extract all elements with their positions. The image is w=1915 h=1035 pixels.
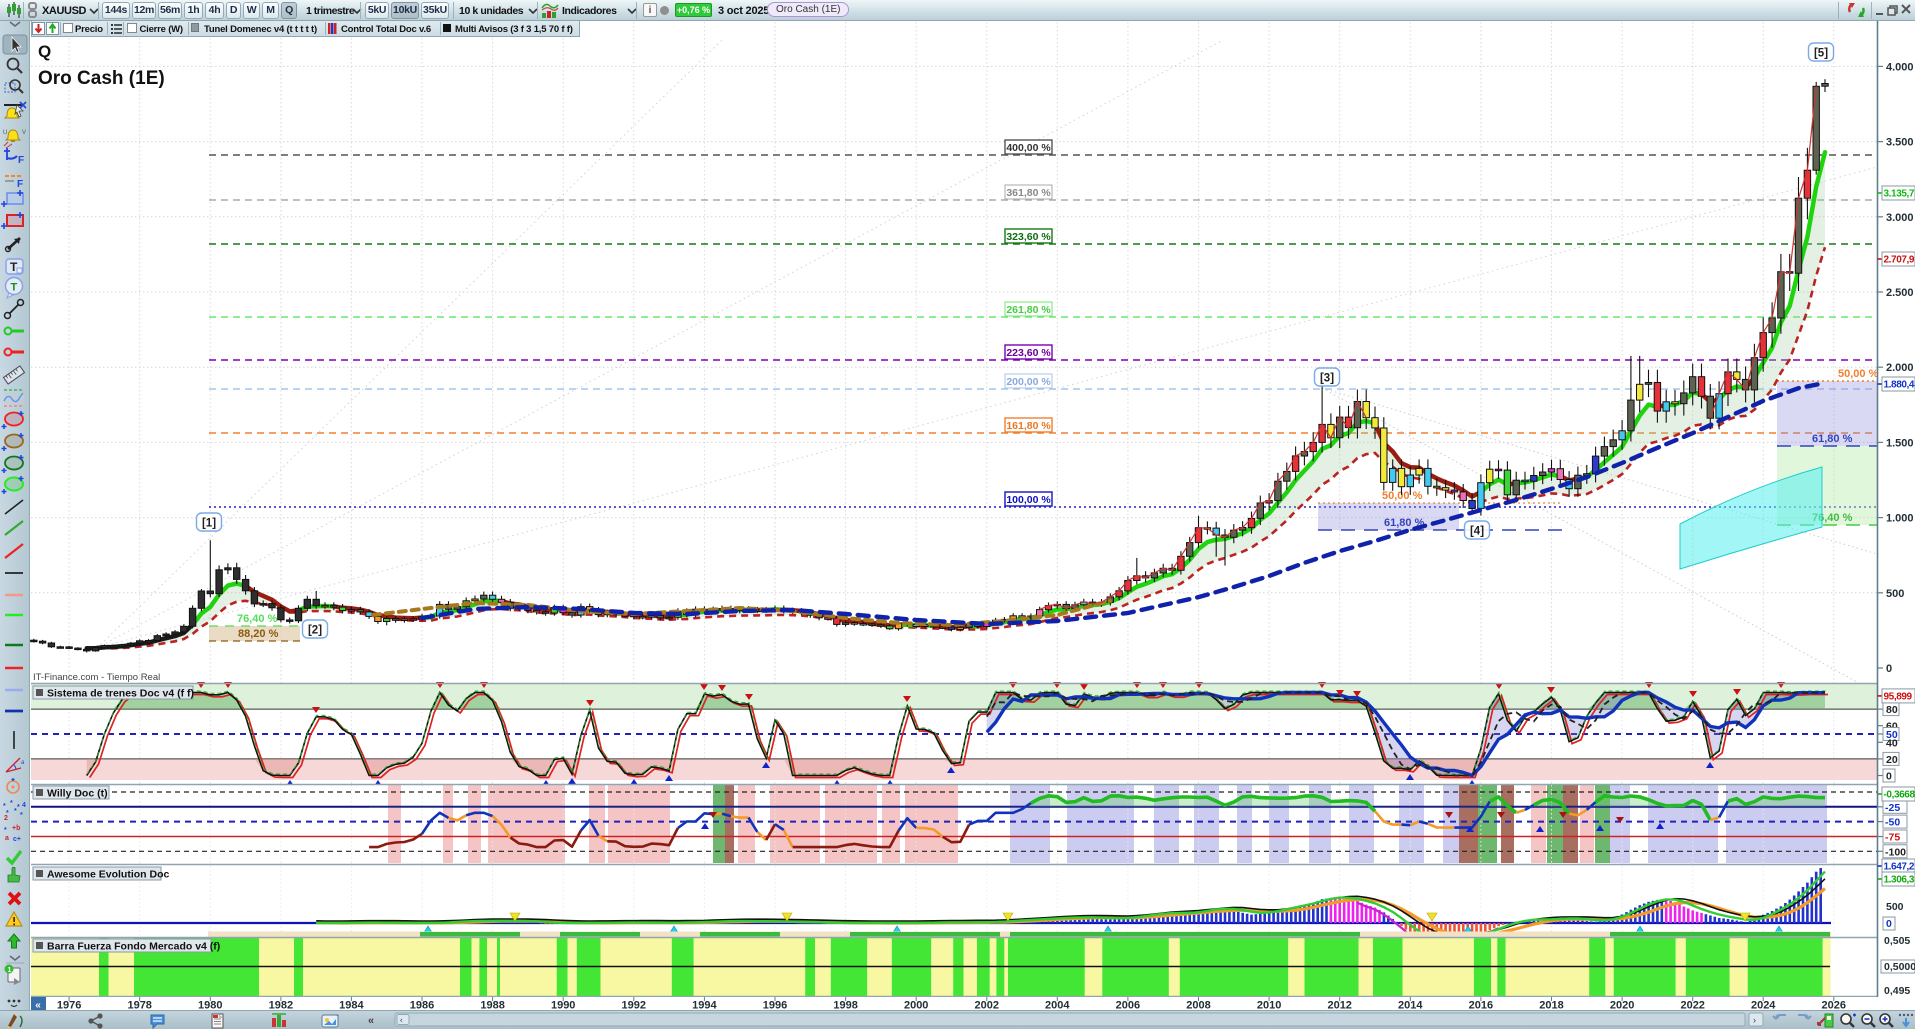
svg-text:T: T [11,282,18,294]
svg-text:0: 0 [1886,663,1892,675]
svg-text:*: * [3,803,6,810]
svg-text:261,80 %: 261,80 % [1006,304,1051,316]
svg-text:*: * [14,808,17,815]
svg-text:0: 0 [1886,918,1892,930]
svg-text:-25: -25 [1885,802,1900,814]
svg-text:V: V [22,130,26,136]
svg-text:2.707,9: 2.707,9 [1884,255,1915,266]
svg-text:[4]: [4] [1470,526,1484,538]
svg-text:161,80 %: 161,80 % [1006,420,1051,432]
svg-text:a: a [5,835,9,842]
svg-text:80: 80 [1886,704,1898,716]
svg-text:2.500: 2.500 [1886,287,1914,299]
svg-text:-50: -50 [1885,817,1900,829]
svg-text:0,5000: 0,5000 [1884,961,1915,973]
svg-text:1.647,2: 1.647,2 [1884,862,1915,873]
svg-text:1: 1 [8,967,12,974]
svg-text:61,80 %: 61,80 % [1812,433,1853,445]
svg-text:1.500: 1.500 [1886,437,1914,449]
svg-text:400,00 %: 400,00 % [1006,142,1051,154]
svg-text:88,20 %: 88,20 % [238,628,279,640]
svg-text:F: F [17,179,23,190]
svg-text:40: 40 [1886,737,1898,749]
svg-text:›: › [1753,1015,1756,1025]
svg-text:+b: +b [12,825,20,832]
svg-text:0: 0 [1886,771,1892,783]
svg-text:Awesome Evolution Doc: Awesome Evolution Doc [47,869,169,881]
svg-text:*: * [10,800,13,807]
svg-text:76,40 %: 76,40 % [237,613,278,625]
svg-text:[5]: [5] [1814,48,1828,60]
svg-text:*: * [17,804,20,811]
svg-text:1.880,4: 1.880,4 [1884,380,1915,391]
svg-text:4.000: 4.000 [1886,61,1914,73]
svg-text:*: * [4,827,7,834]
svg-text:0,505: 0,505 [1884,935,1910,947]
svg-text:1.000: 1.000 [1886,513,1914,525]
svg-text:*: * [20,812,23,819]
svg-text:U: U [3,130,7,136]
svg-text:2.000: 2.000 [1886,362,1914,374]
svg-text:50,00 %: 50,00 % [1382,490,1423,502]
svg-text:4: 4 [22,802,26,809]
svg-text:0,495: 0,495 [1884,985,1910,997]
svg-text:-75: -75 [1885,832,1900,844]
svg-text:361,80 %: 361,80 % [1006,187,1051,199]
svg-text:500: 500 [1886,901,1904,913]
svg-text:223,60 %: 223,60 % [1006,347,1051,359]
svg-text:a: a [21,760,25,766]
svg-text:200,00 %: 200,00 % [1006,376,1051,388]
svg-text:500: 500 [1886,588,1904,600]
svg-text:[3]: [3] [1320,373,1334,385]
svg-text:95,899: 95,899 [1884,691,1913,702]
svg-text:3.500: 3.500 [1886,137,1914,149]
svg-text:Willy Doc (t): Willy Doc (t) [47,788,108,800]
svg-text:F: F [18,155,24,166]
svg-text:1.306,3: 1.306,3 [1884,875,1915,886]
svg-text:[2]: [2] [308,625,322,637]
svg-text:3.135,7: 3.135,7 [1884,189,1915,200]
svg-text:Q: Q [38,42,51,61]
svg-text:50,00 %: 50,00 % [1838,368,1879,380]
svg-text:IT-Finance.com - Tiempo Real: IT-Finance.com - Tiempo Real [33,672,160,683]
svg-text:323,60 %: 323,60 % [1006,231,1051,243]
svg-text:Barra Fuerza Fondo Mercado v4: Barra Fuerza Fondo Mercado v4 (f) [47,941,220,953]
svg-text:-100: -100 [1885,846,1906,858]
svg-text:‹: ‹ [400,1016,403,1025]
svg-text:Sistema de trenes Doc v4 (f f): Sistema de trenes Doc v4 (f f) [47,688,194,700]
svg-text:[1]: [1] [202,518,216,530]
svg-text:«: « [368,1015,374,1027]
svg-text:20: 20 [1886,754,1898,766]
svg-text:Oro Cash (1E): Oro Cash (1E) [38,68,165,89]
svg-text:-0,3668: -0,3668 [1884,790,1915,801]
svg-text:3.000: 3.000 [1886,212,1914,224]
svg-text:c+: c+ [13,836,21,843]
svg-text:100,00 %: 100,00 % [1006,494,1051,506]
svg-text:2: 2 [4,815,8,822]
